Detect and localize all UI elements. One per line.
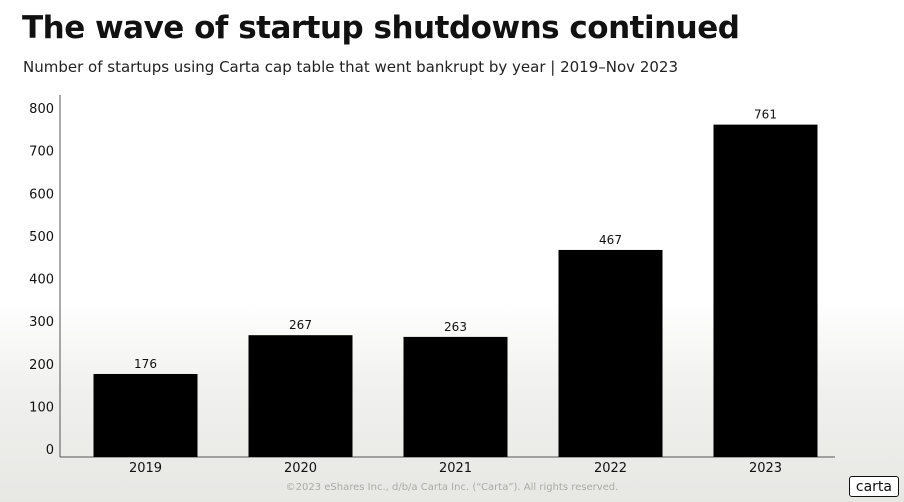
y-tick-label: 600 [29,187,54,202]
carta-logo: carta [848,476,899,497]
chart-title: The wave of startup shutdowns continued [22,10,740,46]
bar [403,336,508,457]
x-tick-label: 2020 [284,461,317,476]
y-tick-label: 700 [29,145,54,160]
y-tick-label: 0 [46,443,54,458]
y-tick-label: 400 [29,273,54,288]
data-label: 761 [754,108,777,122]
copyright-notice: ©2023 eShares Inc., d/b/a Carta Inc. (“C… [285,482,619,493]
bar [93,373,198,457]
data-label: 263 [444,320,467,334]
bar [713,124,818,457]
bar [248,335,353,457]
y-tick-label: 300 [29,315,54,330]
data-label: 467 [599,233,622,247]
x-tick-label: 2021 [439,461,472,476]
x-tick-label: 2023 [749,461,782,476]
x-tick-label: 2022 [594,461,627,476]
y-tick-label: 500 [29,230,54,245]
y-tick-label: 100 [29,400,54,415]
data-label: 267 [289,318,312,332]
data-label: 176 [134,357,157,371]
bar [558,249,663,457]
x-tick-label: 2019 [129,461,162,476]
chart-subtitle: Number of startups using Carta cap table… [23,58,678,76]
y-tick-label: 200 [29,358,54,373]
y-tick-label: 800 [29,102,54,117]
